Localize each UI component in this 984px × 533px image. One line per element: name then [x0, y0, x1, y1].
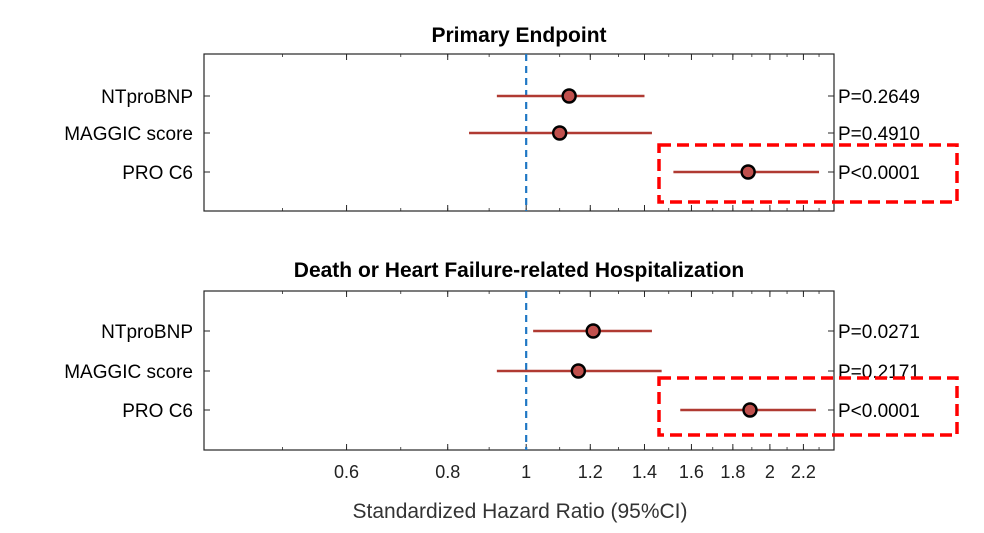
- hr-point: [585, 323, 601, 339]
- row-label: NTproBNP: [101, 322, 193, 343]
- row-label: MAGGIC score: [64, 124, 193, 145]
- hr-point: [740, 164, 756, 180]
- row-label: MAGGIC score: [64, 362, 193, 383]
- x-tick-label: 1: [521, 462, 531, 482]
- x-tick-label: 1.4: [632, 462, 657, 482]
- panel-title: Primary Endpoint: [431, 24, 606, 47]
- row-label: NTproBNP: [101, 87, 193, 108]
- highlight-box: [657, 376, 959, 437]
- x-tick-label: 2.2: [791, 462, 816, 482]
- panel-2: Death or Heart Failure-related Hospitali…: [64, 259, 959, 482]
- hr-point: [742, 402, 758, 418]
- p-value: P<0.0001: [838, 401, 920, 422]
- x-tick-label: 2: [765, 462, 775, 482]
- x-tick-label: 0.6: [334, 462, 359, 482]
- p-value: P<0.0001: [838, 163, 920, 184]
- row-label: PRO C6: [122, 163, 193, 184]
- panel-1: Primary Endpoint NTproBNP P=0.2649 MAGGIC s…: [64, 24, 959, 212]
- p-value: P=0.4910: [838, 124, 920, 145]
- x-tick-label: 1.6: [679, 462, 704, 482]
- x-tick-label: 1.2: [578, 462, 603, 482]
- hr-point: [551, 125, 568, 141]
- hr-point: [561, 88, 577, 104]
- x-axis-label: Standardized Hazard Ratio (95%CI): [353, 500, 688, 523]
- x-tick-label: 1.8: [720, 462, 745, 482]
- p-value: P=0.2649: [838, 87, 920, 108]
- p-value: P=0.2171: [838, 362, 920, 383]
- x-tick-label: 0.8: [435, 462, 460, 482]
- highlight-box: [657, 143, 959, 204]
- panel-title: Death or Heart Failure-related Hospitali…: [294, 259, 744, 282]
- p-value: P=0.0271: [838, 322, 920, 343]
- row-label: PRO C6: [122, 401, 193, 422]
- hr-point: [570, 363, 587, 379]
